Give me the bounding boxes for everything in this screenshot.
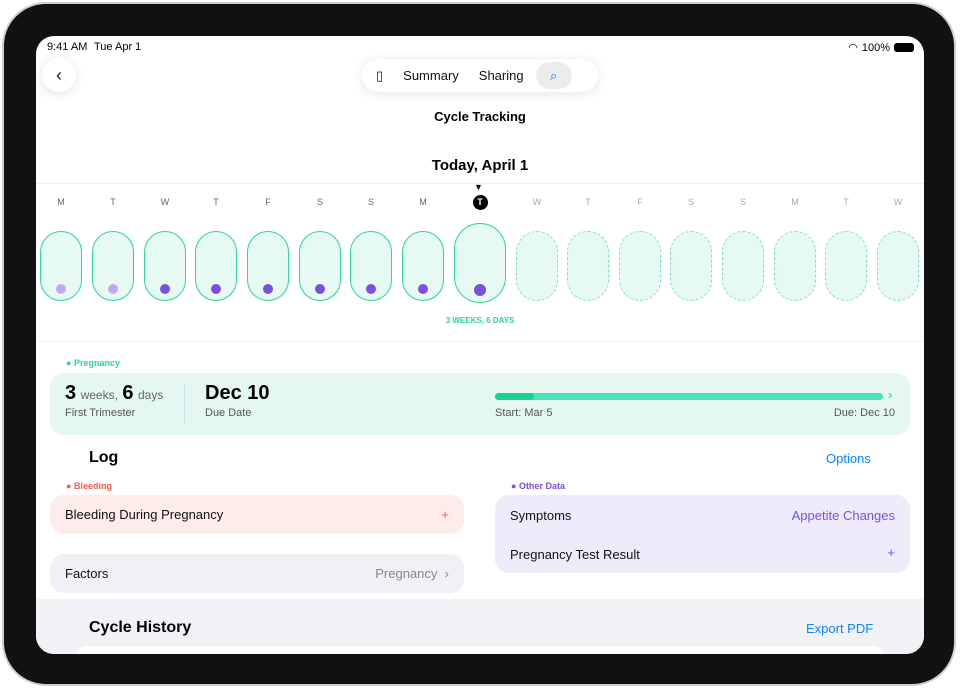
factors-row[interactable]: Factors Pregnancy ›	[50, 554, 464, 593]
start-text: Start: Mar 5	[495, 407, 553, 419]
divider	[36, 183, 924, 184]
due-date-label: Due Date	[205, 407, 252, 419]
chevron-right-icon: ›	[888, 387, 893, 402]
page-title: Cycle Tracking	[434, 109, 526, 124]
log-title: Log	[89, 449, 119, 466]
day-capsule[interactable]	[722, 231, 764, 301]
status-right: ◠ 100%	[848, 41, 914, 54]
day-letter: W	[160, 197, 170, 207]
search-button[interactable]: ⌕	[535, 62, 572, 89]
log-dot	[366, 284, 376, 294]
day-letter: M	[419, 197, 427, 207]
symptoms-value[interactable]: Appetite Changes	[791, 508, 895, 523]
day-letter: F	[265, 197, 271, 207]
bleeding-row-label: Bleeding During Pregnancy	[65, 507, 224, 522]
log-dot	[418, 284, 428, 294]
day-capsule[interactable]	[92, 231, 134, 301]
day-capsule-today[interactable]	[454, 223, 506, 303]
options-link[interactable]: Options	[826, 451, 871, 466]
day-letter: T	[470, 195, 490, 210]
export-pdf-link[interactable]: Export PDF	[806, 621, 874, 636]
pregnancy-label: ● Pregnancy	[66, 358, 120, 368]
chevron-right-icon: ›	[444, 566, 449, 581]
day-letter: T	[843, 197, 849, 207]
plus-icon[interactable]: +	[441, 507, 449, 522]
day-letter: T	[213, 197, 219, 207]
status-time: 9:41 AM	[47, 41, 88, 53]
tab-summary[interactable]: Summary	[403, 68, 459, 83]
due-date: Dec 10	[205, 382, 270, 404]
day-capsule[interactable]	[195, 231, 237, 301]
log-dot	[211, 284, 221, 294]
log-dot	[56, 284, 66, 294]
day-capsule[interactable]	[247, 231, 289, 301]
sidebar-icon[interactable]: ▯	[376, 67, 384, 83]
symptoms-label[interactable]: Symptoms	[510, 508, 572, 523]
day-capsule[interactable]	[144, 231, 186, 301]
other-data-label: ● Other Data	[511, 481, 565, 491]
day-letter: W	[532, 197, 542, 207]
weeks-label: 3 WEEKS, 6 DAYS	[445, 316, 515, 325]
day-capsule[interactable]	[825, 231, 867, 301]
log-dot	[160, 284, 170, 294]
other-data-card: Symptoms Appetite Changes Pregnancy Test…	[495, 495, 910, 573]
cycle-history-section: Cycle History Export PDF	[36, 599, 924, 654]
day-capsule[interactable]	[567, 231, 609, 301]
battery-percent: 100%	[861, 41, 890, 54]
divider	[184, 383, 185, 425]
pregnancy-progress-bar	[495, 393, 883, 400]
log-dot	[315, 284, 325, 294]
battery-icon	[894, 43, 914, 52]
divider	[36, 341, 924, 342]
day-letter: F	[637, 197, 643, 207]
day-letter: T	[110, 197, 116, 207]
day-capsule[interactable]	[877, 231, 919, 301]
gestation: 3 weeks, 6 days	[65, 382, 164, 404]
day-capsule[interactable]	[350, 231, 392, 301]
search-icon: ⌕	[549, 67, 558, 83]
day-capsule[interactable]	[619, 231, 661, 301]
status-date: Tue Apr 1	[94, 41, 142, 53]
day-letter: S	[316, 197, 323, 207]
log-dot	[474, 284, 486, 296]
trimester: First Trimester	[65, 407, 136, 419]
back-button[interactable]: ‹	[42, 58, 76, 92]
day-letter: S	[687, 197, 694, 207]
screen: 9:41 AM Tue Apr 1 ◠ 100% ‹ ▯ Summary Sha…	[36, 36, 924, 654]
day-letter: S	[367, 197, 374, 207]
progress-fill	[495, 393, 534, 400]
wifi-icon: ◠	[848, 42, 858, 54]
plus-icon[interactable]: +	[887, 545, 895, 560]
day-letter: M	[57, 197, 65, 207]
day-capsule[interactable]	[774, 231, 816, 301]
log-dot	[108, 284, 118, 294]
history-card	[76, 646, 884, 654]
day-capsule[interactable]	[516, 231, 558, 301]
day-capsule[interactable]	[670, 231, 712, 301]
pregnancy-card[interactable]: 3 weeks, 6 days First Trimester Dec 10 D…	[50, 373, 910, 435]
day-capsule[interactable]	[40, 231, 82, 301]
factors-label: Factors	[65, 566, 109, 581]
bleeding-label: ● Bleeding	[66, 481, 112, 491]
day-capsule[interactable]	[402, 231, 444, 301]
pregnancy-test-label[interactable]: Pregnancy Test Result	[510, 547, 640, 562]
day-letter: S	[739, 197, 746, 207]
day-capsule[interactable]	[299, 231, 341, 301]
segmented-nav: ▯ Summary Sharing ⌕	[362, 59, 598, 92]
today-label: Today, April 1	[431, 157, 529, 174]
chevron-left-icon: ‹	[56, 64, 62, 85]
today-marker-icon: ▼	[474, 182, 483, 192]
cycle-history-title: Cycle History	[89, 619, 192, 636]
day-letter: W	[893, 197, 903, 207]
day-letter: T	[585, 197, 591, 207]
day-letter: M	[791, 197, 799, 207]
due-text: Due: Dec 10	[833, 407, 895, 419]
tab-sharing[interactable]: Sharing	[478, 68, 524, 83]
bleeding-row[interactable]: Bleeding During Pregnancy +	[50, 495, 464, 534]
factors-value: Pregnancy	[375, 566, 438, 581]
log-dot	[263, 284, 273, 294]
